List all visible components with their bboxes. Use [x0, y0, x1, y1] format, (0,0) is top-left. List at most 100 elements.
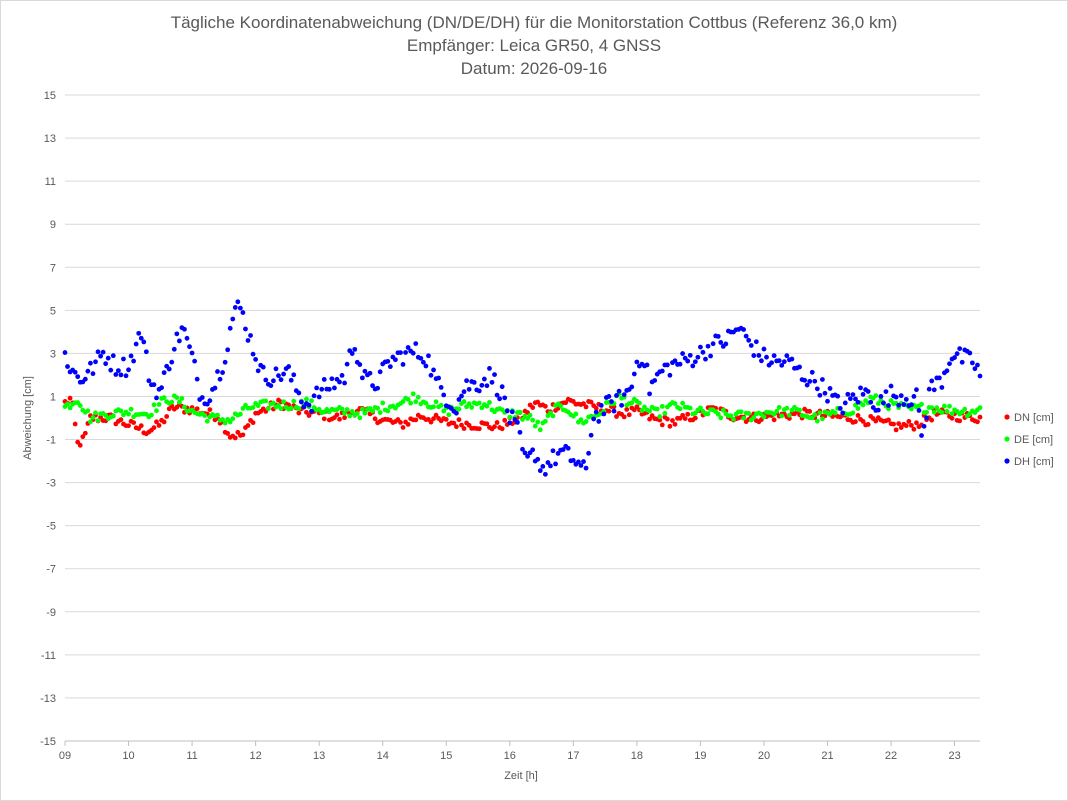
legend-entry-label: DN [cm] [1014, 412, 1054, 424]
data-point [171, 346, 177, 352]
data-point [621, 414, 627, 420]
data-point [718, 415, 724, 421]
data-point [520, 417, 525, 422]
data-point [88, 419, 93, 425]
data-point [476, 426, 482, 432]
data-point [372, 416, 378, 422]
data-point [215, 412, 220, 418]
data-point [126, 411, 131, 417]
data-point [977, 405, 983, 411]
data-point [72, 369, 78, 375]
data-point [202, 413, 208, 418]
data-point [487, 400, 492, 405]
data-point [659, 403, 665, 409]
data-point [893, 427, 899, 433]
y-tick-label: 7 [50, 262, 56, 274]
data-point [497, 396, 503, 402]
data-point [581, 459, 586, 464]
data-point [306, 402, 312, 408]
data-point [845, 391, 851, 397]
data-point [908, 422, 914, 428]
data-point [88, 360, 93, 366]
legend-entry-label: DH [cm] [1014, 456, 1054, 468]
data-point [698, 344, 703, 350]
data-point [454, 410, 459, 416]
data-point [326, 386, 332, 392]
x-tick-label: 19 [694, 750, 706, 762]
data-point [715, 411, 721, 417]
data-point [316, 406, 322, 412]
data-point [217, 376, 223, 382]
data-point [680, 400, 686, 406]
grid-lines [65, 94, 980, 742]
data-point [664, 362, 670, 368]
data-point [342, 415, 347, 421]
data-point [914, 387, 919, 393]
data-point [817, 410, 823, 416]
data-point [138, 335, 144, 341]
x-tick-label: 13 [313, 750, 325, 762]
data-point [344, 361, 350, 367]
data-point [243, 326, 248, 332]
data-point [362, 410, 368, 416]
data-point [151, 402, 157, 408]
data-point [639, 408, 645, 413]
data-point [591, 416, 597, 422]
data-point [502, 417, 508, 423]
y-tick-label: -11 [41, 650, 56, 662]
data-point [296, 390, 302, 396]
data-point [428, 419, 434, 425]
data-point [405, 345, 411, 350]
data-point [431, 404, 436, 410]
data-point [321, 377, 327, 382]
data-point [370, 408, 375, 414]
data-point [715, 333, 721, 339]
data-point [781, 359, 787, 365]
data-point [914, 420, 919, 426]
data-point [614, 392, 619, 398]
data-point [535, 456, 541, 462]
data-point [847, 396, 853, 402]
data-point [797, 364, 802, 370]
data-point [891, 421, 896, 427]
data-point [507, 420, 513, 426]
data-point [398, 350, 403, 355]
data-point [281, 371, 286, 377]
data-point [741, 415, 747, 421]
data-point [893, 394, 899, 400]
data-point [827, 386, 833, 391]
data-point [461, 389, 467, 395]
data-point [405, 421, 411, 427]
y-tick-label: -13 [40, 693, 56, 705]
data-point [520, 446, 525, 452]
data-point [583, 419, 589, 424]
data-point [93, 359, 98, 365]
data-point [337, 416, 342, 422]
data-point [616, 388, 622, 394]
data-point [461, 399, 467, 404]
data-point [446, 412, 452, 418]
data-point [944, 409, 950, 414]
data-point [151, 382, 157, 388]
data-point [349, 409, 355, 414]
data-point [357, 415, 363, 421]
data-point [438, 385, 444, 390]
data-point [199, 395, 205, 400]
data-point [156, 423, 162, 428]
data-point [291, 398, 297, 404]
data-point [822, 390, 828, 396]
data-point [98, 353, 103, 359]
data-point [298, 399, 304, 405]
data-point [90, 415, 96, 420]
data-point [240, 310, 246, 315]
data-point [886, 417, 891, 423]
data-point [230, 316, 236, 322]
data-point [629, 384, 635, 390]
data-point [647, 408, 652, 414]
data-point [476, 388, 482, 394]
data-point [143, 349, 149, 355]
data-point [339, 406, 345, 412]
data-point [865, 389, 871, 394]
data-point [237, 411, 243, 417]
x-tick-label: 11 [186, 750, 197, 762]
